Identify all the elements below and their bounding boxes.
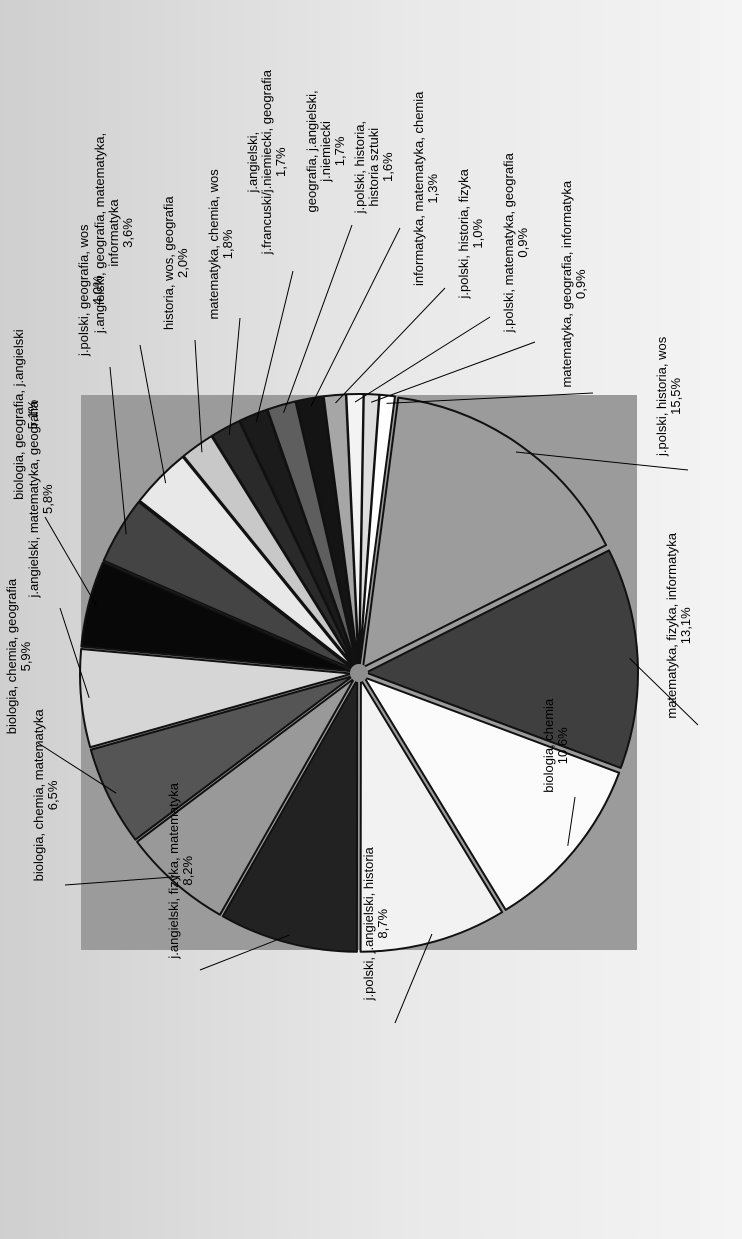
leader-line-3	[567, 796, 576, 846]
pie-slice-9	[80, 561, 354, 673]
leader-line-1	[515, 451, 689, 471]
slice-label-17: informatyka, matematyka, chemia1,3%	[411, 91, 440, 286]
pie-slice-7	[89, 675, 354, 841]
slice-label-7: biologia, chemia, geografia5,9%	[4, 578, 33, 734]
pie-slices	[79, 393, 639, 953]
leader-line-11	[139, 344, 167, 484]
pie-slice-4	[359, 678, 504, 953]
pie-slice-11	[138, 455, 356, 670]
leader-line-15	[283, 224, 353, 413]
slice-label-9: biologia, geografia, j.angielski5,1%	[11, 329, 40, 500]
slice-label-3: biologia, chemia10,6%	[541, 698, 570, 793]
slice-label-8: j.angielski, matematyka, geografia5,8%	[26, 400, 55, 598]
leader-line-4	[394, 933, 433, 1024]
leader-line-20	[386, 392, 594, 404]
pie-slice-10	[102, 500, 354, 671]
leader-line-19	[371, 341, 536, 403]
leader-line-2	[629, 658, 699, 726]
pie-slice-1	[362, 396, 608, 669]
leader-line-17	[335, 287, 446, 404]
pie-center-hub	[350, 664, 368, 682]
leader-lines	[37, 224, 699, 1024]
leader-line-13	[228, 317, 241, 436]
slice-label-13: matematyka, chemia, wos1,8%	[206, 169, 235, 320]
slice-labels: j.polski, historia, wos15,5% matematyka, …	[4, 69, 693, 1001]
slice-label-2: matematyka, fizyka, informatyka13,1%	[664, 532, 693, 718]
pie-slice-3	[363, 676, 621, 911]
leader-line-14	[255, 270, 294, 423]
slice-label-15: geografia, j.angielski,j.niemiecki1,7%	[304, 90, 347, 212]
slice-label-20: matematyka, geografia, informatyka0,9%	[559, 180, 588, 387]
slice-label-5: j.angielski, fizyka, matematyka8,2%	[166, 782, 195, 959]
leader-line-18	[354, 316, 491, 403]
slice-label-11: j.angielski, geografia, matematyka,infor…	[92, 133, 135, 334]
slice-label-14: j.angielski,j.francuski/j.niemiecki, geo…	[245, 69, 288, 255]
slice-label-4: j.polski, j.angielski, historia8,7%	[361, 846, 390, 1001]
leader-line-9	[44, 516, 97, 606]
pie-slice-20	[358, 393, 396, 668]
slice-label-19: j.polski, matematyka, geografia0,9%	[501, 152, 530, 333]
leader-line-12	[194, 339, 203, 453]
pie-slice-5	[221, 678, 359, 953]
leader-line-8	[59, 607, 90, 698]
leader-line-5	[199, 934, 290, 971]
slice-label-16: j.polski, historia,historia sztuki1,6%	[352, 121, 395, 214]
slice-label-12: historia, wos, geografia2,0%	[161, 196, 190, 330]
leader-line-6	[64, 876, 181, 886]
slice-label-18: j.polski, historia, fizyka1,0%	[456, 168, 485, 299]
slice-label-10: j.polski, geografia, wos4,0%	[76, 224, 105, 357]
slice-label-6: biologia, chemia, matematyka6,5%	[31, 709, 60, 882]
leader-line-7	[37, 742, 117, 794]
leader-line-16	[310, 227, 401, 407]
pie-slice-2	[364, 549, 639, 769]
leader-line-10	[109, 366, 127, 535]
pie-slice-6	[136, 677, 356, 916]
slice-label-1: j.polski, historia, wos15,5%	[654, 336, 683, 457]
pie-slice-8	[79, 648, 354, 749]
